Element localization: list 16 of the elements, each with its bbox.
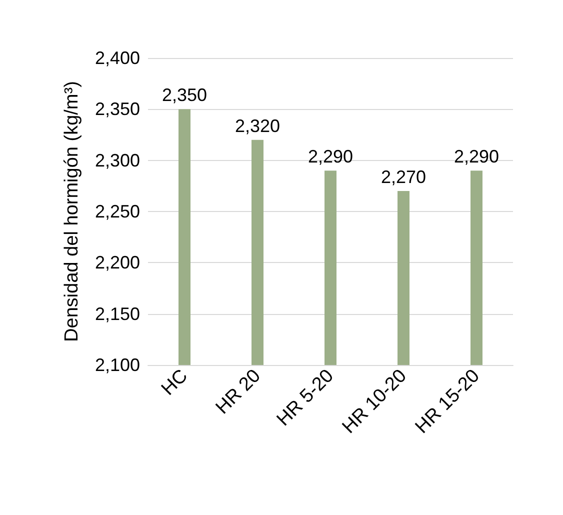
y-tick-label: 2,100 [94,355,140,375]
y-tick-label: 2,150 [94,304,140,324]
data-label: 2,320 [234,116,280,136]
data-label: 2,290 [454,146,500,167]
x-tick-label: HC [158,366,192,400]
y-tick-label: 2,400 [94,48,140,68]
y-tick-label: 2,250 [94,202,140,222]
x-tick-label: HR 5-20 [273,366,338,430]
y-tick-label: 2,350 [94,99,140,120]
data-label: 2,290 [308,146,354,167]
y-tick-label: 2,300 [94,150,140,170]
y-axis-title: Densidad del hormigón (kg/m³) [62,81,83,342]
y-tick-label: 2,200 [94,252,140,273]
x-tick-label: HR 20 [212,366,265,418]
data-label: 2,350 [162,85,208,106]
data-label: 2,270 [380,167,426,188]
